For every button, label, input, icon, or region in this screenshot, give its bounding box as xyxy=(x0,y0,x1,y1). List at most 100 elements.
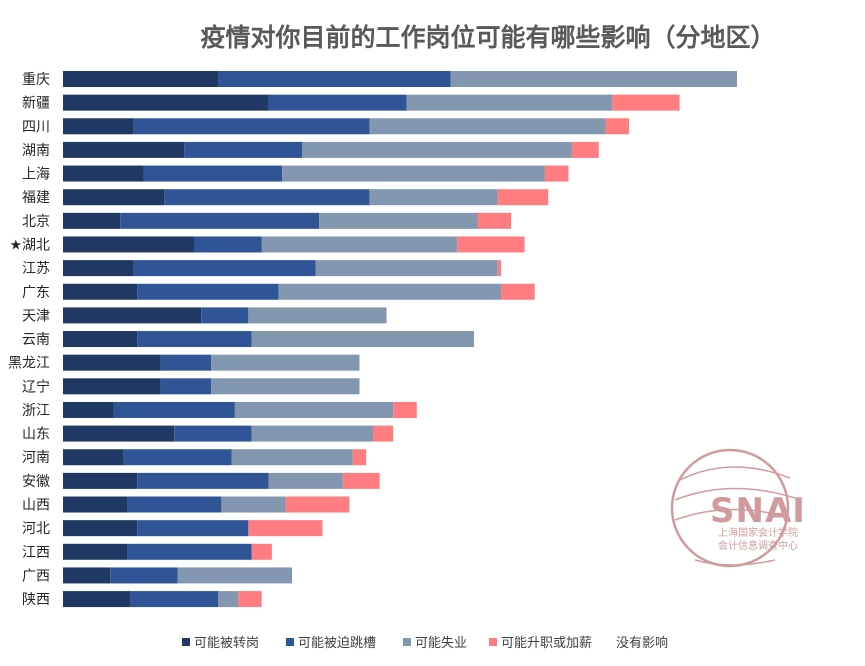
bar-segment xyxy=(177,567,293,584)
bar-segment xyxy=(359,354,737,371)
bar-segment xyxy=(477,212,512,229)
bar-segment xyxy=(137,472,269,489)
bar-segment xyxy=(342,472,380,489)
legend-swatch xyxy=(403,638,411,646)
category-label: 江苏 xyxy=(22,261,50,277)
bar-segment xyxy=(501,260,737,277)
bar-segment xyxy=(386,307,737,324)
category-label: 浙江 xyxy=(22,403,50,419)
bar-segment xyxy=(63,472,138,489)
bar-segment xyxy=(278,283,502,300)
category-label: 陕西 xyxy=(22,592,50,608)
chart-title: 疫情对你目前的工作岗位可能有哪些影响（分地区） xyxy=(200,23,775,52)
bar-segment xyxy=(271,543,737,560)
category-label: 重庆 xyxy=(22,72,50,88)
bar-segment xyxy=(63,118,134,135)
bar-segment xyxy=(113,401,235,418)
bar-segment xyxy=(63,212,121,229)
bar-segment xyxy=(319,212,478,229)
legend-label: 可能升职或加薪 xyxy=(501,636,592,651)
bar-segment xyxy=(302,141,572,158)
bar-segment xyxy=(598,141,737,158)
category-label: 河南 xyxy=(22,450,50,466)
bar-segment xyxy=(160,354,212,371)
logo-arc xyxy=(674,508,791,521)
bar-segment xyxy=(501,283,535,300)
category-label: 福建 xyxy=(22,190,50,206)
bar-segment xyxy=(497,260,502,277)
bar-segment xyxy=(366,449,737,466)
bar-segment xyxy=(282,165,545,182)
bar-segment xyxy=(251,543,272,560)
bar-segment xyxy=(268,94,407,111)
bar-segment xyxy=(474,331,737,348)
category-label: ★湖北 xyxy=(9,237,50,253)
logo-arc xyxy=(679,466,791,481)
category-label: 山西 xyxy=(22,498,50,514)
bar-segment xyxy=(63,331,138,348)
bar-segment xyxy=(63,520,138,537)
legend-label: 可能失业 xyxy=(415,636,467,651)
category-label: 天津 xyxy=(22,308,50,324)
legend-label: 没有影响 xyxy=(616,635,668,651)
category-label: 江西 xyxy=(22,545,50,561)
category-label: 山东 xyxy=(22,427,50,443)
logo-ring xyxy=(670,448,790,568)
bar-segment xyxy=(231,449,353,466)
bar-segment xyxy=(393,401,417,418)
legend-swatch xyxy=(604,638,612,646)
bar-segment xyxy=(184,141,303,158)
logo-arc xyxy=(694,559,776,566)
bar-segment xyxy=(201,307,249,324)
category-label: 安徽 xyxy=(22,474,50,490)
legend-label: 可能被迫跳槽 xyxy=(298,636,376,651)
category-label: 广西 xyxy=(22,568,50,584)
bar-segment xyxy=(457,236,525,253)
bar-segment xyxy=(511,212,737,229)
bar-segment xyxy=(450,71,737,87)
bar-segment xyxy=(211,354,360,371)
bar-segment xyxy=(63,283,138,300)
bar-segment xyxy=(352,449,367,466)
bar-segment xyxy=(137,283,279,300)
bar-segment xyxy=(373,425,394,442)
category-label: 云南 xyxy=(22,332,50,348)
bar-segment xyxy=(679,94,737,111)
bar-segment xyxy=(612,94,680,111)
bar-segment xyxy=(63,378,161,395)
legend: 可能被转岗 可能被迫跳槽 可能失业 可能升职或加薪 没有影响 xyxy=(182,635,668,651)
bar-segment xyxy=(63,543,128,560)
bars xyxy=(63,71,737,608)
bar-segment xyxy=(63,189,165,206)
bar-segment xyxy=(133,260,316,277)
bar-segment xyxy=(292,567,737,584)
bar-segment xyxy=(218,71,451,87)
bar-segment xyxy=(137,331,252,348)
bar-segment xyxy=(629,118,737,135)
bar-segment xyxy=(548,189,737,206)
bar-segment xyxy=(137,520,249,537)
bar-segment xyxy=(63,307,202,324)
bar-segment xyxy=(359,378,737,395)
bar-segment xyxy=(63,591,131,608)
bar-segment xyxy=(174,425,252,442)
category-label: 上海 xyxy=(22,167,50,183)
bar-segment xyxy=(406,94,613,111)
bar-segment xyxy=(63,94,269,111)
logo-arc xyxy=(674,487,796,501)
category-label: 河北 xyxy=(22,521,50,537)
bar-segment xyxy=(123,449,232,466)
bar-segment xyxy=(63,449,124,466)
category-label: 四川 xyxy=(22,119,50,135)
bar-segment xyxy=(63,71,219,87)
category-label: 广东 xyxy=(22,285,50,301)
bar-segment xyxy=(160,378,212,395)
bar-segment xyxy=(211,378,360,395)
bar-segment xyxy=(143,165,283,182)
bar-segment xyxy=(238,591,262,608)
bar-segment xyxy=(605,118,630,135)
bar-segment xyxy=(130,591,219,608)
bar-segment xyxy=(416,401,737,418)
